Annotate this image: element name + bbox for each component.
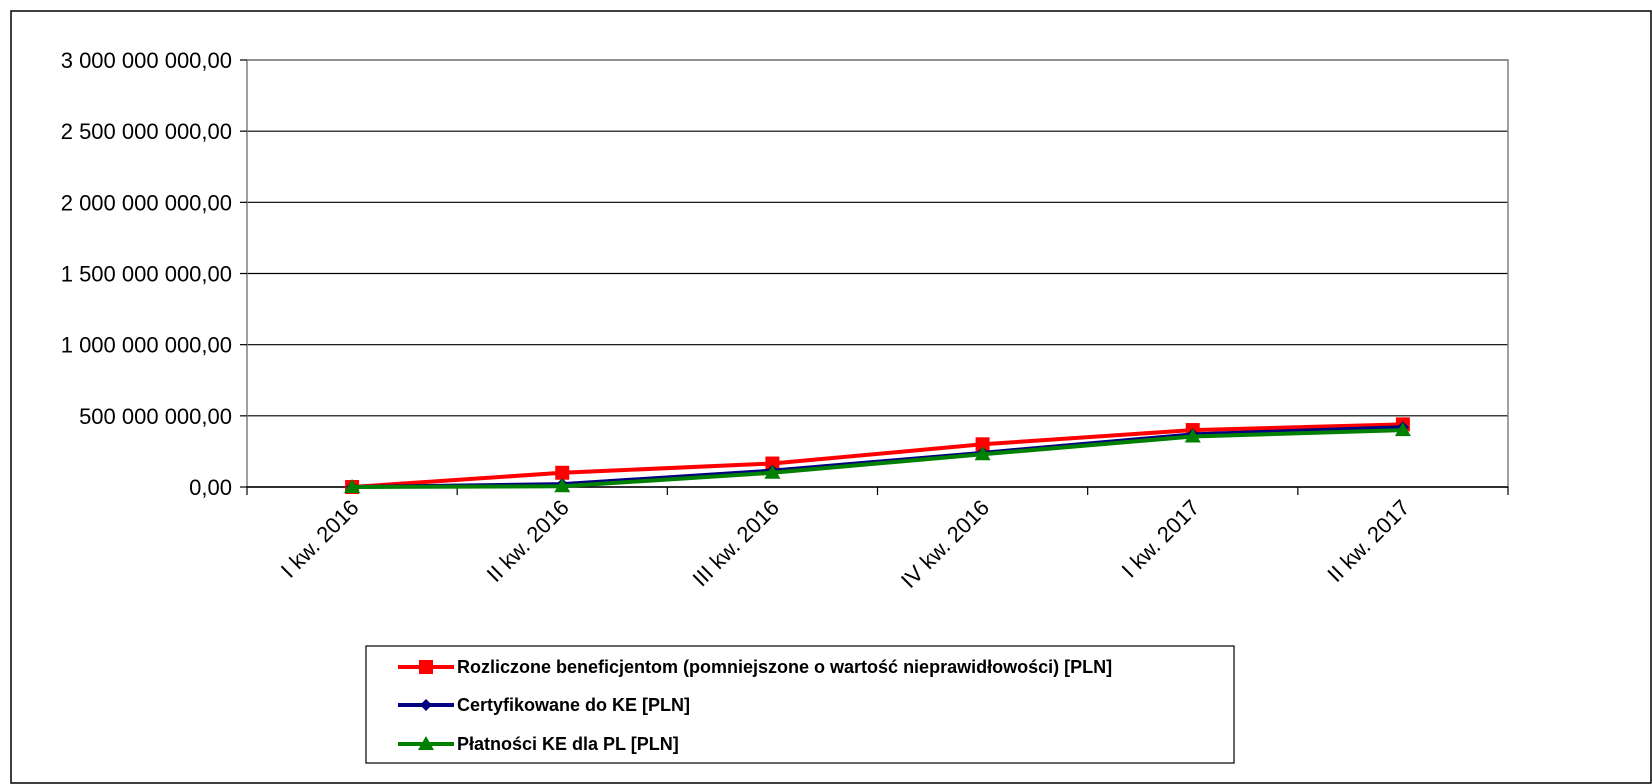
y-tick-label: 500 000 000,00 bbox=[79, 404, 232, 429]
y-tick-label: 2 000 000 000,00 bbox=[61, 190, 232, 215]
data-point bbox=[555, 465, 570, 480]
legend: Rozliczone beneficjentom (pomniejszone o… bbox=[365, 645, 1235, 764]
data-point bbox=[764, 464, 781, 479]
y-tick-label: 0,00 bbox=[189, 475, 232, 500]
series-line bbox=[351, 422, 1403, 489]
legend-label: Płatności KE dla PL [PLN] bbox=[457, 734, 679, 754]
legend-entry-1: Rozliczone beneficjentom (pomniejszone o… bbox=[398, 657, 1112, 677]
data-point bbox=[344, 479, 361, 493]
legend-label: Certyfikowane do KE [PLN] bbox=[457, 695, 690, 715]
legend-marker bbox=[420, 699, 432, 711]
series-group bbox=[344, 417, 1411, 494]
data-point bbox=[1394, 422, 1411, 437]
legend-label: Rozliczone beneficjentom (pomniejszone o… bbox=[457, 657, 1112, 677]
legend-marker bbox=[418, 736, 434, 750]
series-3 bbox=[344, 422, 1411, 493]
y-tick-label: 1 000 000 000,00 bbox=[61, 333, 232, 358]
series-line bbox=[352, 428, 1403, 489]
y-tick-label: 1 500 000 000,00 bbox=[61, 262, 232, 287]
data-point bbox=[765, 456, 780, 471]
legend-box bbox=[365, 645, 1235, 764]
y-tick-label: 2 500 000 000,00 bbox=[61, 119, 232, 144]
data-point bbox=[1184, 428, 1201, 443]
legend-entry-3: Płatności KE dla PL [PLN] bbox=[398, 734, 679, 754]
y-tick-label: 3 000 000 000,00 bbox=[61, 48, 232, 73]
legend-entry-2: Certyfikowane do KE [PLN] bbox=[398, 695, 690, 715]
data-point bbox=[975, 437, 990, 452]
data-point bbox=[554, 478, 571, 493]
data-point bbox=[974, 446, 991, 461]
legend-marker bbox=[419, 660, 433, 674]
